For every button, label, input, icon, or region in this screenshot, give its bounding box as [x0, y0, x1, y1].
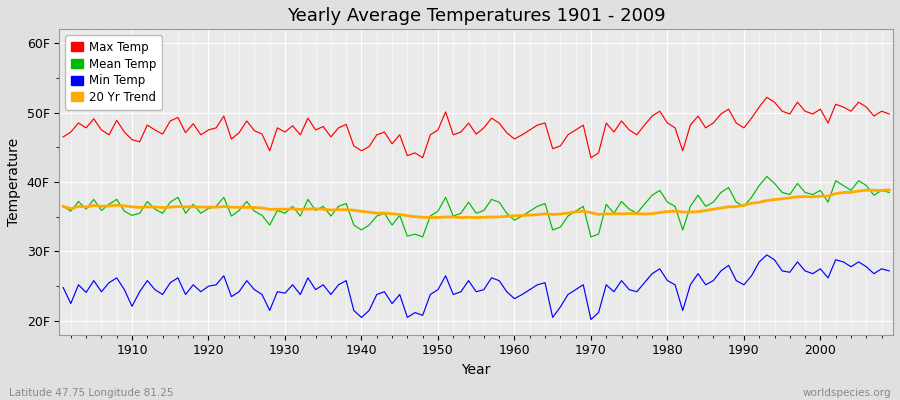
Y-axis label: Temperature: Temperature	[7, 138, 21, 226]
Legend: Max Temp, Mean Temp, Min Temp, 20 Yr Trend: Max Temp, Mean Temp, Min Temp, 20 Yr Tre…	[66, 35, 162, 110]
Title: Yearly Average Temperatures 1901 - 2009: Yearly Average Temperatures 1901 - 2009	[287, 7, 665, 25]
Text: Latitude 47.75 Longitude 81.25: Latitude 47.75 Longitude 81.25	[9, 388, 174, 398]
X-axis label: Year: Year	[462, 363, 490, 377]
Text: worldspecies.org: worldspecies.org	[803, 388, 891, 398]
